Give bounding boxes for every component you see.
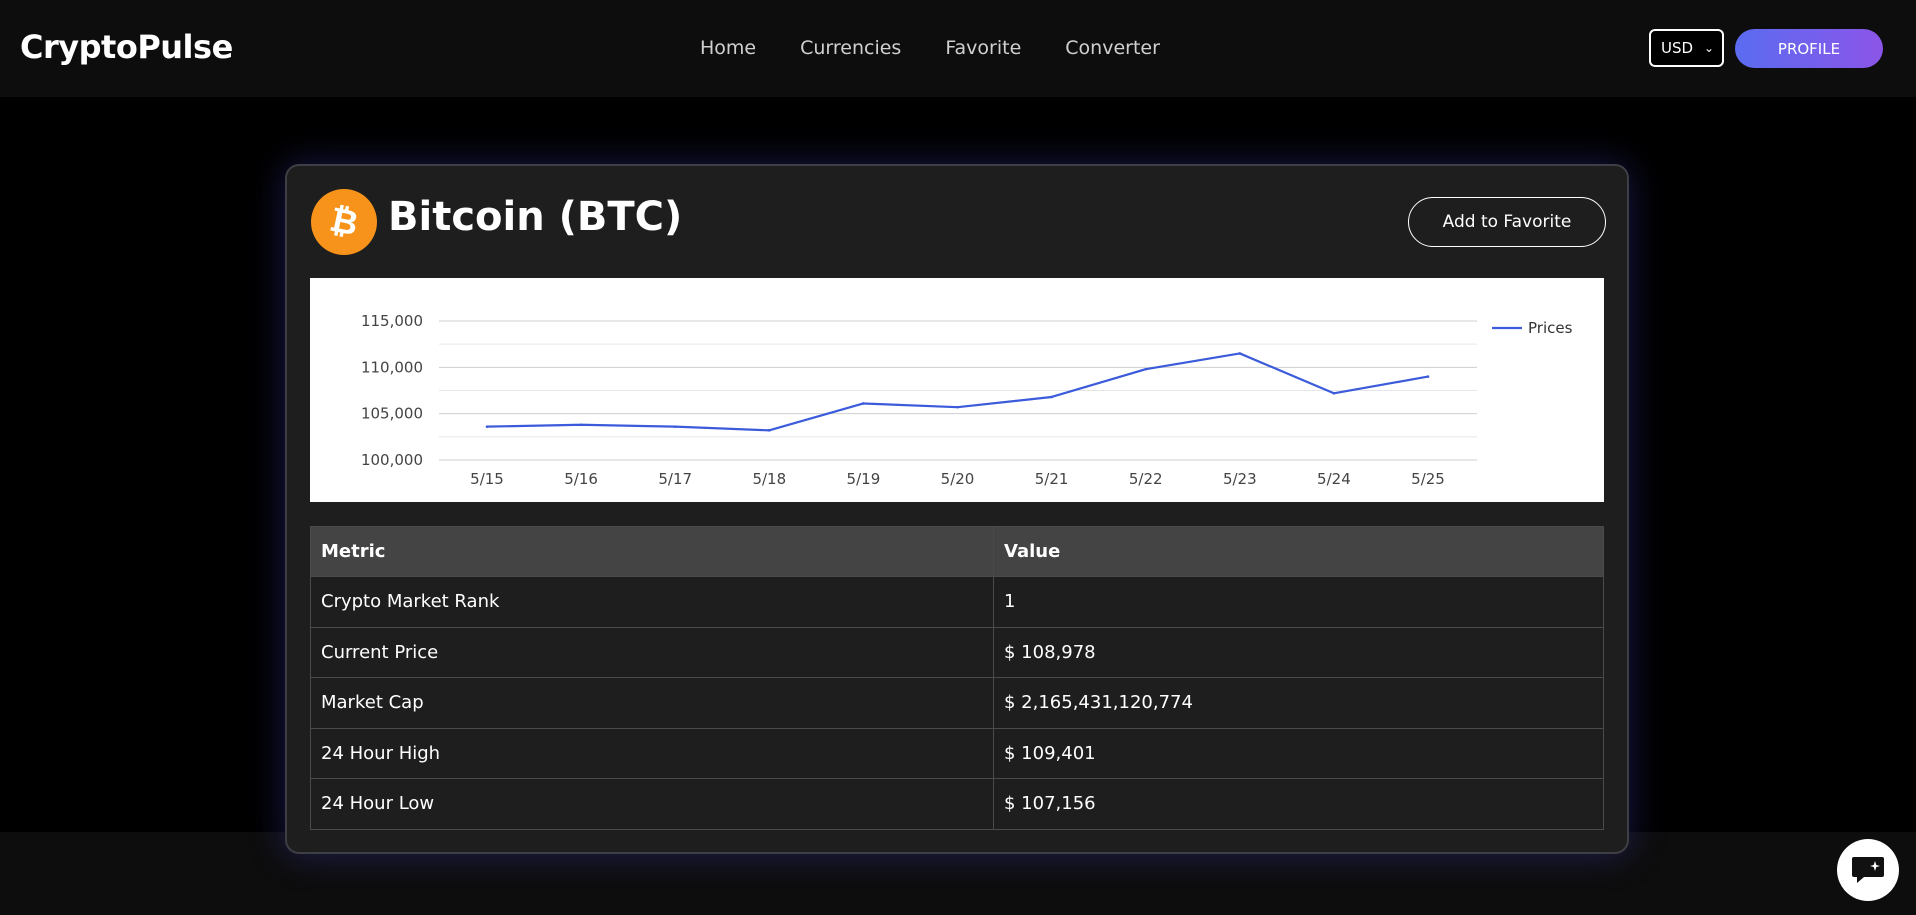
x-tick-label: 5/19 — [847, 470, 881, 488]
navbar: CryptoPulse Home Currencies Favorite Con… — [0, 0, 1916, 97]
y-tick-label: 115,000 — [361, 312, 423, 330]
data-point — [1426, 375, 1430, 378]
metric-name: 24 Hour High — [310, 727, 994, 779]
y-tick-label: 110,000 — [361, 358, 423, 376]
x-tick-label: 5/16 — [564, 470, 598, 488]
data-point — [1050, 395, 1053, 399]
y-tick-label: 100,000 — [361, 451, 423, 469]
x-tick-label: 5/21 — [1035, 470, 1069, 488]
bitcoin-icon: ₿ — [311, 189, 377, 255]
metric-name: Market Cap — [310, 677, 994, 729]
nav-converter[interactable]: Converter — [1065, 37, 1160, 59]
metrics-table: Metric Value Crypto Market Rank 1 Curren… — [310, 526, 1604, 830]
nav-favorite[interactable]: Favorite — [945, 37, 1022, 59]
metric-value: $ 107,156 — [993, 778, 1604, 830]
metric-value: $ 109,401 — [993, 727, 1604, 779]
data-point — [673, 425, 677, 428]
data-point — [768, 429, 771, 432]
metric-value: $ 2,165,431,120,774 — [993, 677, 1604, 729]
x-tick-label: 5/18 — [752, 470, 786, 488]
legend-label: Prices — [1528, 319, 1573, 337]
currency-select[interactable]: USD ⌄ — [1649, 29, 1724, 67]
svg-text:₿: ₿ — [326, 202, 361, 242]
chevron-down-icon: ⌄ — [1703, 41, 1714, 55]
table-row: Crypto Market Rank 1 — [310, 576, 1604, 628]
series-line-prices — [486, 352, 1429, 432]
x-tick-label: 5/20 — [941, 470, 975, 488]
metric-name: Current Price — [310, 626, 994, 678]
coin-title: Bitcoin (BTC) — [388, 194, 683, 240]
metric-value: $ 108,978 — [993, 626, 1604, 678]
metric-value: 1 — [993, 576, 1604, 628]
nav-home[interactable]: Home — [700, 37, 757, 59]
add-to-favorite-button[interactable]: Add to Favorite — [1408, 197, 1606, 247]
data-point — [1144, 367, 1147, 371]
chat-bubble-icon — [1852, 857, 1884, 883]
header-metric: Metric — [310, 526, 994, 577]
x-tick-label: 5/22 — [1129, 470, 1163, 488]
x-tick-label: 5/25 — [1411, 470, 1445, 488]
x-tick-label: 5/24 — [1317, 470, 1351, 488]
price-chart: 100,000 105,000 110,000 115,000 5/15 5/16 5/17… — [310, 278, 1604, 502]
table-header-row: Metric Value — [310, 526, 1604, 577]
chat-button[interactable] — [1837, 839, 1899, 901]
data-point — [579, 423, 583, 427]
header-value: Value — [993, 526, 1604, 577]
data-point — [1238, 352, 1242, 355]
nav-links: Home Currencies Favorite Converter — [700, 37, 1204, 59]
x-tick-label: 5/15 — [470, 470, 504, 488]
nav-currencies[interactable]: Currencies — [800, 37, 902, 59]
data-point — [1332, 391, 1336, 395]
metric-name: Crypto Market Rank — [310, 576, 994, 628]
table-row: Current Price $ 108,978 — [310, 626, 1604, 678]
metric-name: 24 Hour Low — [310, 778, 994, 830]
table-row: 24 Hour High $ 109,401 — [310, 727, 1604, 779]
data-point — [485, 425, 489, 428]
bitcoin-glyph: ₿ — [326, 202, 361, 242]
price-chart-svg: 100,000 105,000 110,000 115,000 5/15 5/16 5/17… — [361, 312, 1573, 488]
currency-select-value: USD — [1661, 39, 1694, 57]
x-tick-label: 5/17 — [658, 470, 692, 488]
x-tick-label: 5/23 — [1223, 470, 1257, 488]
y-tick-label: 105,000 — [361, 405, 423, 423]
profile-button[interactable]: PROFILE — [1735, 29, 1883, 68]
table-row: Market Cap $ 2,165,431,120,774 — [310, 677, 1604, 729]
table-row: 24 Hour Low $ 107,156 — [310, 778, 1604, 830]
brand-logo[interactable]: CryptoPulse — [20, 28, 233, 66]
data-point — [956, 405, 959, 409]
data-point — [862, 402, 865, 405]
coin-detail-card: ₿ Bitcoin (BTC) Add to Favorite 100,000 1… — [285, 164, 1629, 854]
